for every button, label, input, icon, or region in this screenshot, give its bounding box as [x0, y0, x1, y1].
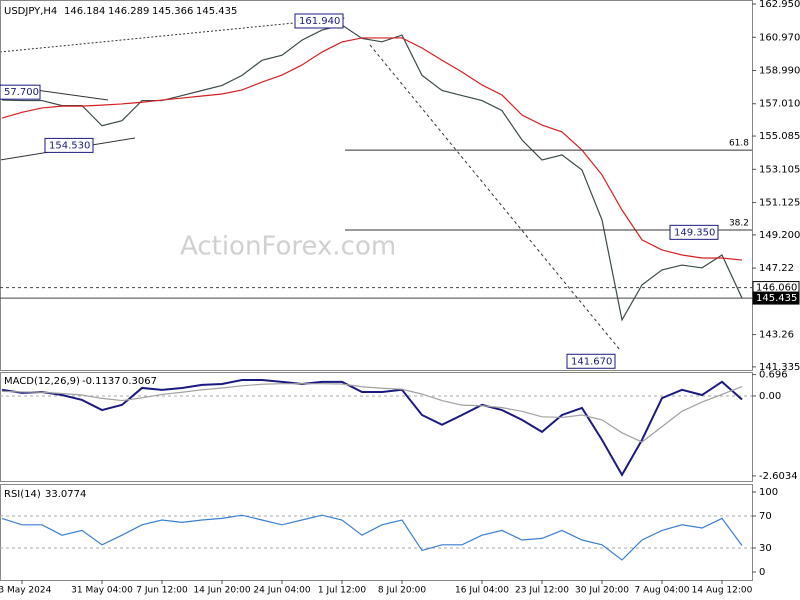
panel-frame [0, 484, 753, 581]
series-line [1, 37, 743, 261]
rsi-title: RSI(14) [4, 489, 41, 500]
y-tick-label: 158.990 [759, 66, 800, 77]
y-tick-label: 141.335 [759, 362, 800, 373]
y-tick-label: 0.00 [759, 391, 781, 402]
ohlc-high: 146.289 [108, 6, 149, 17]
fib-label: 61.8 [729, 139, 749, 149]
ohlc-close: 145.435 [196, 6, 237, 17]
x-tick-label: 1 Jul 12:00 [318, 586, 367, 596]
x-tick-label: 8 Jul 20:00 [378, 586, 427, 596]
y-tick-label: 155.085 [759, 131, 800, 142]
annotation-label: 161.940 [299, 16, 340, 27]
ohlc-low: 145.366 [152, 6, 193, 17]
x-tick-label: 24 Jun 04:00 [253, 586, 310, 596]
price-tag-label: 145.435 [756, 293, 797, 304]
watermark: ActionForex.com [180, 232, 396, 262]
panel-frame [0, 0, 753, 371]
annotation-label: 154.530 [49, 140, 90, 151]
x-tick-label: 23 May 2024 [0, 586, 52, 596]
x-tick-label: 14 Jun 20:00 [193, 586, 250, 596]
annotation-label: 149.350 [674, 227, 715, 238]
y-tick-label: 147.22 [759, 263, 794, 274]
y-tick-label: 157.010 [759, 99, 800, 110]
y-tick-label: 151.125 [759, 198, 800, 209]
x-tick-label: 31 May 04:00 [71, 586, 133, 596]
price-tag-label: 146.060 [756, 283, 797, 294]
trendline [0, 17, 346, 53]
y-tick-label: 30 [759, 543, 772, 554]
y-tick-label: 100 [759, 487, 778, 498]
annotation-box [294, 13, 344, 29]
annotation-box [44, 137, 94, 153]
y-tick-label: 153.105 [759, 164, 800, 175]
x-tick-label: 30 Jul 20:00 [575, 586, 629, 596]
annotation-box [669, 224, 719, 240]
ohlc-open: 146.184 [64, 6, 105, 17]
x-tick-label: 14 Aug 12:00 [692, 586, 753, 596]
rsi-readout: 33.0774 [45, 489, 86, 500]
series-line [1, 383, 743, 443]
panel-frame [0, 372, 753, 482]
fib-label: 38.2 [729, 218, 749, 228]
y-tick-label: -2.6034 [759, 471, 798, 482]
y-tick-label: 0 [759, 567, 765, 578]
annotation-label: 57.700 [4, 87, 39, 98]
annotation-box [0, 84, 41, 100]
y-tick-label: 70 [759, 511, 772, 522]
price-tag [752, 291, 800, 305]
macd-title: MACD(12,26,9) [4, 376, 80, 387]
series-line [1, 24, 743, 322]
x-tick-label: 16 Jul 04:00 [455, 586, 509, 596]
x-tick-label: 7 Aug 04:00 [635, 586, 690, 596]
y-tick-label: 143.26 [759, 330, 794, 341]
y-tick-label: 162.950 [759, 0, 800, 10]
y-tick-label: 160.970 [759, 32, 800, 43]
macd-readout: -0.1137 [82, 376, 121, 387]
y-tick-label: 0.696 [759, 370, 788, 381]
series-line [1, 378, 743, 477]
symbol: USDJPY,H4 [4, 6, 57, 17]
x-tick-label: 23 Jul 12:00 [515, 586, 569, 596]
macd-readout: 0.3067 [122, 376, 157, 387]
y-tick-label: 149.200 [759, 230, 800, 241]
x-tick-label: 7 Jun 12:00 [136, 586, 188, 596]
annotation-label: 141.670 [571, 356, 612, 367]
annotation-box [566, 353, 616, 369]
series-line [1, 514, 743, 561]
